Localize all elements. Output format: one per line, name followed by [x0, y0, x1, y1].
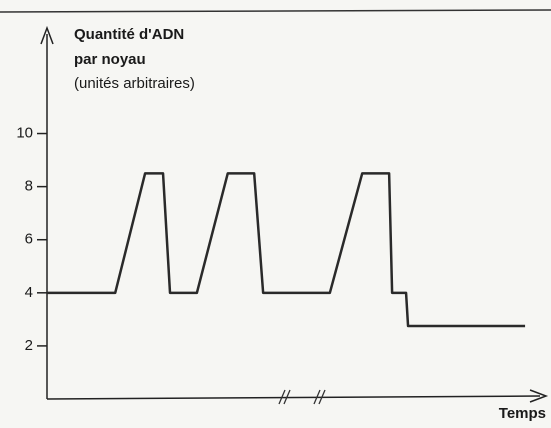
y-tick-label: 10 — [16, 125, 33, 142]
y-tick-label: 8 — [25, 178, 33, 195]
x-axis-arrow — [529, 389, 549, 403]
data-line — [47, 172, 526, 328]
y-tick-label: 2 — [25, 337, 33, 354]
y-label: Quantité d'ADN — [74, 26, 184, 43]
y-tick-label: 4 — [25, 284, 33, 301]
y-label: (unités arbitraires) — [74, 75, 195, 92]
x-axis — [46, 395, 541, 400]
x-label: Temps — [499, 405, 546, 422]
y-tick-label: 6 — [25, 231, 33, 248]
axis-break — [278, 389, 326, 405]
y-axis-arrow — [40, 25, 54, 45]
y-label: par noyau — [74, 51, 146, 68]
top-rule — [0, 9, 551, 13]
